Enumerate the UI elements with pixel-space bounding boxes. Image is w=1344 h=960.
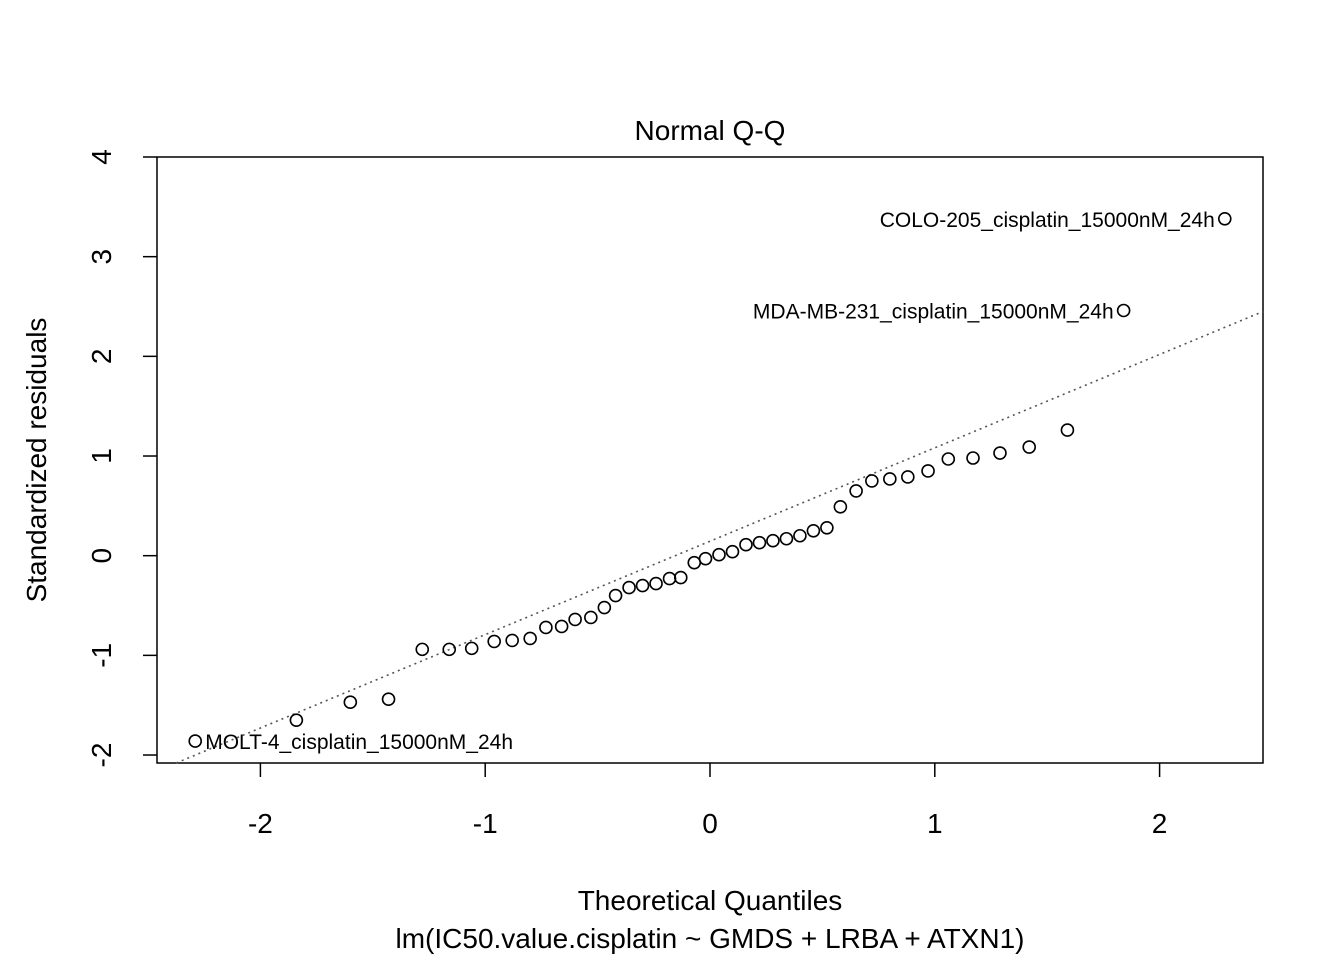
y-tick-label: 2	[86, 349, 117, 365]
reference-line	[175, 310, 1264, 764]
data-point	[539, 620, 553, 635]
x-tick-label: -1	[473, 808, 498, 839]
data-point	[381, 692, 396, 707]
data-point	[941, 452, 956, 466]
data-point	[289, 713, 304, 727]
y-tick-label: -1	[86, 643, 117, 668]
data-point	[487, 634, 501, 649]
data-point	[597, 600, 612, 615]
x-axis: -2 -1 0 1 2	[248, 763, 1167, 839]
data-point	[993, 446, 1007, 460]
data-point	[188, 734, 203, 748]
y-axis: -2 -1 0 1 2 3 4	[86, 149, 157, 767]
y-tick-label: 3	[86, 249, 117, 265]
data-points	[188, 211, 1232, 748]
data-point	[662, 571, 677, 586]
y-tick-label: 4	[86, 149, 117, 165]
data-point	[554, 619, 569, 634]
x-tick-label: -2	[248, 808, 273, 839]
data-point	[523, 631, 537, 646]
data-point	[687, 555, 702, 570]
data-point	[343, 695, 358, 710]
y-tick-label: -2	[86, 743, 117, 768]
chart-title: Normal Q-Q	[635, 115, 786, 146]
chart-subtitle: lm(IC50.value.cisplatin ~ GMDS + LRBA + …	[396, 923, 1025, 954]
data-point	[635, 578, 650, 593]
data-point	[608, 588, 623, 603]
y-tick-label: 1	[86, 448, 117, 464]
data-point	[622, 580, 636, 595]
data-point	[820, 520, 834, 535]
data-point	[649, 576, 663, 591]
data-point	[865, 474, 879, 488]
data-point	[584, 610, 598, 625]
data-point	[793, 528, 807, 543]
data-point	[849, 484, 863, 498]
data-point	[921, 464, 935, 478]
data-point	[883, 472, 897, 486]
data-point	[1060, 423, 1075, 437]
data-point	[673, 570, 688, 585]
data-point	[725, 544, 740, 559]
data-point	[1217, 211, 1232, 226]
data-point	[901, 470, 915, 484]
data-point	[698, 551, 713, 566]
data-point	[806, 523, 821, 538]
point-annotation: COLO-205_cisplatin_15000nM_24h	[880, 209, 1215, 232]
point-annotation: MDA-MB-231_cisplatin_15000nM_24h	[753, 300, 1114, 323]
data-point	[766, 533, 780, 548]
data-point	[568, 612, 582, 627]
data-point	[833, 500, 848, 514]
data-point	[415, 642, 430, 657]
data-point	[779, 531, 794, 546]
x-tick-label: 0	[702, 808, 718, 839]
data-point	[752, 535, 767, 550]
data-point	[1116, 303, 1131, 318]
data-point	[712, 547, 726, 562]
point-annotation: MOLT-4_cisplatin_15000nM_24h	[205, 731, 513, 754]
data-point	[1022, 440, 1037, 454]
data-point	[464, 641, 479, 656]
x-tick-label: 2	[1152, 808, 1168, 839]
data-point	[966, 451, 980, 465]
y-tick-label: 0	[86, 548, 117, 564]
x-tick-label: 1	[927, 808, 943, 839]
x-axis-label: Theoretical Quantiles	[578, 885, 843, 916]
point-annotations: COLO-205_cisplatin_15000nM_24h MDA-MB-231…	[205, 209, 1215, 754]
data-point	[505, 633, 519, 648]
y-axis-label: Standardized residuals	[21, 318, 52, 603]
data-point	[442, 642, 457, 657]
plot-frame	[156, 156, 1264, 764]
data-point	[739, 537, 753, 552]
